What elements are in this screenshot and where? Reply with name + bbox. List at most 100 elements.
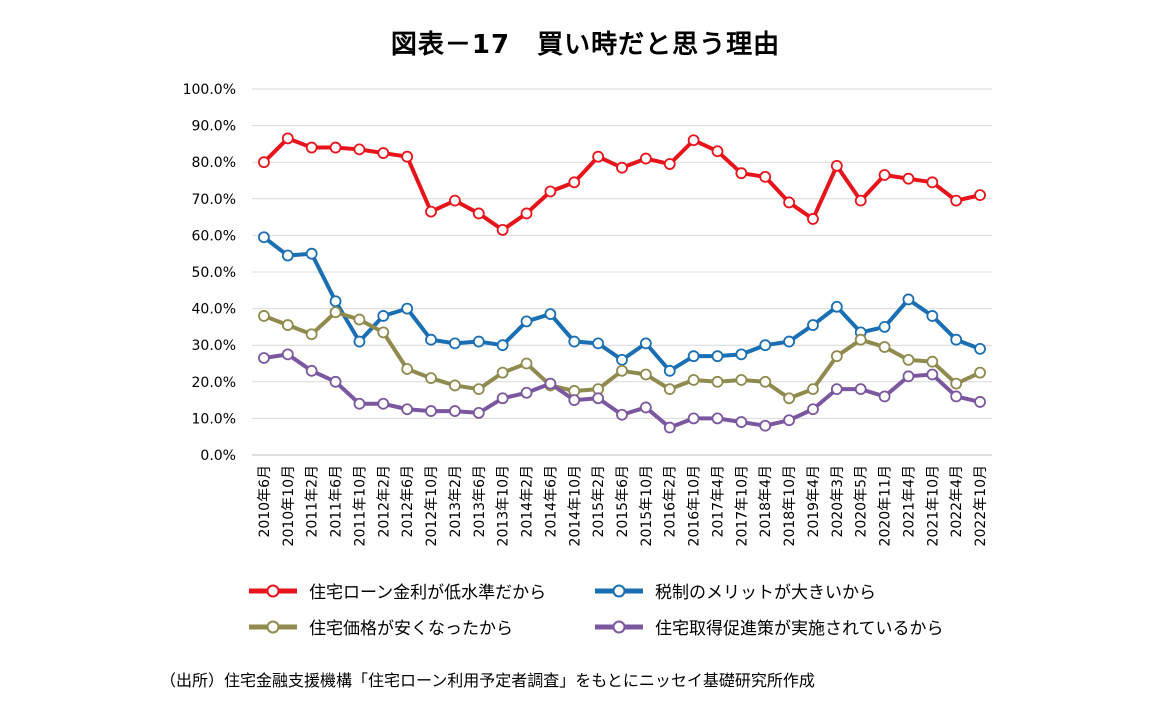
legend-marker-promotion (595, 620, 643, 633)
x-tick-label: 2012年6月 (400, 465, 416, 538)
data-point-promotion (854, 383, 867, 396)
legend-label-low-rate: 住宅ローン金利が低水準だから (309, 583, 547, 603)
data-point-promotion (377, 397, 390, 410)
data-point-low-rate (377, 147, 390, 159)
y-tick-label: 90.0% (192, 119, 236, 135)
data-point-low-rate (687, 134, 700, 147)
data-point-low-rate (783, 196, 795, 209)
source-note: （出所）住宅金融支援機構「住宅ローン利用予定者調査」をもとにニッセイ基礎研究所作… (160, 671, 815, 690)
x-tick-label: 2011年2月 (305, 465, 321, 538)
legend-item-low-rate: 住宅ローン金利が低水準だから (247, 578, 546, 603)
data-point-tax-merit (950, 333, 963, 346)
data-point-low-rate (353, 143, 366, 156)
data-point-low-rate (830, 159, 843, 172)
x-tick-label: 2013年6月 (472, 465, 488, 538)
data-point-promotion (449, 405, 461, 417)
x-tick-label: 2021年4月 (901, 465, 917, 538)
data-point-promotion (974, 396, 986, 408)
data-point-tax-merit (639, 337, 652, 350)
x-tick-label: 2020年3月 (830, 465, 846, 538)
data-point-low-rate (329, 141, 342, 154)
y-tick-label: 100.0% (183, 82, 236, 98)
legend-item-low-price: 住宅価格が安くなったから (247, 614, 513, 639)
data-point-tax-merit (783, 335, 795, 348)
data-point-low-price (377, 326, 390, 339)
data-point-tax-merit (568, 335, 581, 348)
data-point-promotion (878, 390, 891, 403)
data-point-tax-merit (520, 315, 533, 328)
data-point-promotion (472, 407, 485, 419)
y-tick-label: 0.0% (200, 448, 236, 464)
data-point-low-rate (472, 207, 485, 220)
data-point-low-rate (926, 176, 939, 189)
data-point-low-price (830, 350, 843, 363)
data-point-tax-merit (258, 231, 270, 244)
x-tick-label: 2014年2月 (520, 465, 536, 538)
data-point-low-rate (807, 213, 819, 225)
data-point-low-price (425, 372, 437, 385)
series-group (258, 132, 986, 434)
data-point-low-price (353, 313, 366, 326)
data-point-tax-merit (329, 295, 342, 308)
data-point-low-rate (663, 158, 676, 170)
series-tax-merit (258, 231, 986, 377)
data-point-tax-merit (281, 249, 294, 262)
series-low-rate (258, 132, 986, 236)
data-point-low-price (687, 374, 700, 386)
x-tick-label: 2016年10月 (687, 465, 703, 546)
data-point-low-rate (974, 189, 986, 202)
x-tick-label: 2020年5月 (854, 465, 870, 538)
data-point-tax-merit (878, 320, 891, 333)
data-point-tax-merit (974, 342, 986, 355)
data-point-promotion (496, 392, 509, 405)
data-point-promotion (807, 403, 819, 416)
data-point-low-rate (305, 141, 318, 154)
chart-title: 図表－17 買い時だと思う理由 (390, 30, 781, 60)
data-point-tax-merit (401, 302, 414, 315)
x-tick-label: 2016年2月 (663, 465, 679, 538)
series-line-tax-merit (261, 235, 983, 373)
data-point-low-rate (950, 194, 963, 207)
data-point-low-rate (592, 150, 605, 163)
x-tick-label: 2012年10月 (424, 465, 440, 546)
data-point-low-price (449, 379, 461, 392)
data-point-tax-merit (592, 337, 605, 350)
x-tick-label: 2021年10月 (925, 465, 941, 546)
data-point-low-rate (544, 185, 557, 198)
data-point-low-rate (401, 150, 414, 163)
data-point-low-rate (425, 205, 437, 218)
x-tick-label: 2022年4月 (949, 465, 965, 538)
data-point-low-price (663, 383, 676, 396)
y-tick-label: 60.0% (192, 228, 236, 244)
data-point-low-price (878, 341, 891, 353)
legend-marker-tax-merit (595, 584, 643, 597)
data-point-promotion (902, 370, 915, 383)
data-point-low-price (472, 383, 485, 396)
data-point-low-price (496, 366, 509, 379)
data-point-promotion (425, 405, 437, 417)
data-point-tax-merit (305, 247, 318, 260)
data-point-promotion (759, 419, 772, 432)
data-point-tax-merit (377, 310, 390, 322)
data-point-tax-merit (496, 339, 509, 352)
x-tick-label: 2011年10月 (352, 465, 368, 546)
legend-marker-low-price (249, 620, 297, 633)
data-point-tax-merit (616, 353, 628, 366)
x-tick-label: 2013年10月 (496, 465, 512, 546)
data-point-low-price (520, 357, 533, 370)
data-point-low-price (258, 310, 270, 322)
data-point-low-rate (520, 207, 533, 220)
data-point-low-price (711, 375, 724, 388)
data-point-promotion (616, 408, 628, 421)
y-tick-label: 10.0% (192, 411, 236, 427)
data-point-low-price (616, 364, 628, 377)
y-tick-label: 20.0% (192, 375, 236, 391)
x-tick-label: 2014年6月 (543, 465, 559, 538)
data-point-promotion (687, 412, 700, 425)
x-tick-label: 2010年10月 (281, 465, 297, 546)
x-tick-label: 2022年10月 (973, 465, 989, 546)
y-tick-label: 80.0% (192, 155, 236, 171)
data-point-promotion (520, 386, 533, 399)
data-point-low-rate (639, 152, 652, 165)
x-tick-label: 2017年10月 (734, 465, 750, 546)
